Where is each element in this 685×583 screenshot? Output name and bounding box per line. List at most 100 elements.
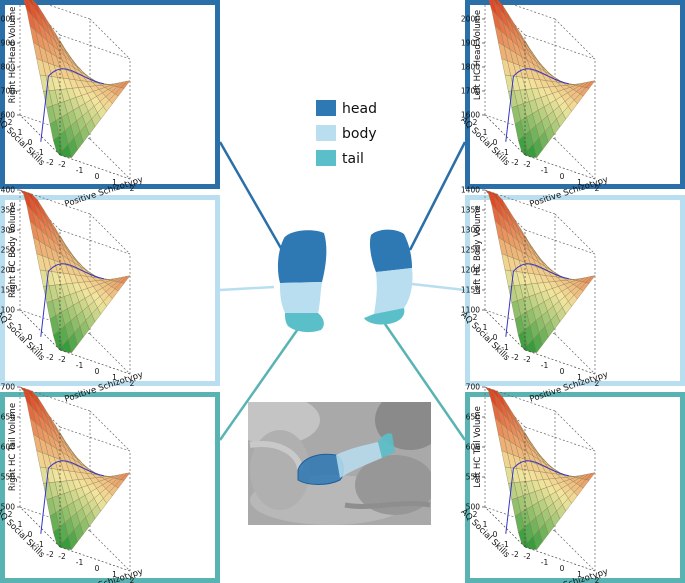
plot-box-edge bbox=[59, 546, 131, 572]
panel-frame-left-body bbox=[465, 195, 685, 386]
z-axis-label: Right HC Tail Volume bbox=[8, 403, 18, 491]
y-axis-label: AQ Social Skills bbox=[0, 507, 47, 560]
right-hippocampus-render bbox=[277, 230, 327, 333]
legend-label-body: body bbox=[342, 126, 377, 142]
plot-box-edge bbox=[19, 114, 61, 156]
x-tick-label: 2 bbox=[130, 184, 135, 193]
plot-box-edge bbox=[524, 34, 596, 60]
z-tick-label: 550 bbox=[1, 473, 16, 482]
x-tick-label: -1 bbox=[541, 166, 549, 175]
plot-box-edge bbox=[498, 0, 556, 20]
y-tick-label: -2 bbox=[511, 158, 519, 167]
x-tick-label: 2 bbox=[595, 184, 600, 193]
x-tick-label: -2 bbox=[523, 160, 531, 169]
x-tick-label: 2 bbox=[595, 576, 600, 583]
plot-box-edge bbox=[554, 333, 596, 375]
z-tick-label: 1150 bbox=[0, 286, 15, 295]
z-tick-label: 600 bbox=[1, 443, 16, 452]
plot-box-edge bbox=[484, 114, 526, 156]
legend-swatch-tail bbox=[316, 150, 336, 166]
fitted-curve bbox=[40, 68, 104, 142]
legend-label-head: head bbox=[342, 101, 377, 117]
z-tick-label: 1600 bbox=[0, 111, 15, 120]
legend-label-tail: tail bbox=[342, 151, 364, 167]
z-tick-label: 1300 bbox=[0, 226, 15, 235]
y-tick-label: -1 bbox=[501, 343, 509, 352]
x-tick-label: -2 bbox=[58, 160, 66, 169]
y-tick-label: 0 bbox=[28, 333, 33, 342]
z-tick-label: 1250 bbox=[0, 246, 15, 255]
plot-box-edge bbox=[89, 410, 131, 452]
fitted-curve bbox=[40, 460, 104, 534]
left-hippocampus-render bbox=[364, 229, 413, 325]
x-tick-label: -1 bbox=[76, 166, 84, 175]
plot-box-edge bbox=[554, 213, 596, 255]
y-tick-label: 2 bbox=[473, 313, 478, 322]
y-tick-label: 0 bbox=[493, 333, 498, 342]
z-tick-label: 1900 bbox=[461, 39, 480, 48]
y-tick-label: 1 bbox=[18, 128, 23, 137]
z-tick-label: 500 bbox=[1, 503, 16, 512]
plot-box-edge bbox=[484, 309, 526, 351]
x-tick-label: 0 bbox=[95, 367, 100, 376]
plot-box-edge bbox=[89, 333, 131, 375]
z-tick-label: 1800 bbox=[0, 63, 15, 72]
plot-box-edge bbox=[554, 138, 596, 180]
plot-box-edge bbox=[524, 349, 596, 375]
z-tick-label: 700 bbox=[1, 383, 16, 392]
z-axis-label: Right HC Body Volume bbox=[8, 202, 18, 298]
z-tick-label: 1200 bbox=[461, 266, 480, 275]
y-tick-label: -1 bbox=[501, 540, 509, 549]
y-tick-label: -1 bbox=[36, 148, 44, 157]
z-tick-label: 1150 bbox=[461, 286, 480, 295]
plot-box-edge bbox=[89, 213, 131, 255]
x-tick-label: -1 bbox=[76, 361, 84, 370]
z-axis-label: Left HC Tail Volume bbox=[473, 406, 483, 488]
fitted-curve bbox=[505, 263, 569, 337]
z-tick-label: 1250 bbox=[461, 246, 480, 255]
y-tick-label: -2 bbox=[46, 158, 54, 167]
plot-box-edge bbox=[554, 410, 596, 452]
z-tick-label: 700 bbox=[466, 383, 481, 392]
x-tick-label: -2 bbox=[58, 355, 66, 364]
x-tick-label: 2 bbox=[130, 576, 135, 583]
plot-box-edge bbox=[89, 530, 131, 572]
x-tick-label: 1 bbox=[112, 373, 117, 382]
fitted-curve bbox=[505, 68, 569, 142]
surface-facet bbox=[585, 80, 596, 89]
z-tick-label: 550 bbox=[466, 473, 481, 482]
x-tick-label: -1 bbox=[76, 558, 84, 567]
surface-facet bbox=[120, 472, 131, 481]
y-tick-label: 0 bbox=[28, 138, 33, 147]
y-tick-label: 0 bbox=[493, 138, 498, 147]
x-tick-label: -1 bbox=[541, 558, 549, 567]
z-tick-label: 1200 bbox=[0, 266, 15, 275]
y-tick-label: 1 bbox=[18, 520, 23, 529]
z-tick-label: 1300 bbox=[461, 226, 480, 235]
y-tick-label: 0 bbox=[493, 530, 498, 539]
z-tick-label: 1700 bbox=[461, 87, 480, 96]
x-tick-label: 0 bbox=[560, 367, 565, 376]
x-tick-label: 0 bbox=[560, 172, 565, 181]
y-tick-label: -2 bbox=[511, 353, 519, 362]
x-tick-label: 1 bbox=[577, 373, 582, 382]
x-tick-label: 2 bbox=[130, 379, 135, 388]
plot-box-edge bbox=[554, 18, 596, 60]
y-tick-label: -2 bbox=[511, 550, 519, 559]
plot-box-edge bbox=[554, 530, 596, 572]
y-tick-label: 2 bbox=[8, 313, 13, 322]
legend: head body tail bbox=[316, 100, 377, 167]
x-tick-label: -2 bbox=[523, 355, 531, 364]
plot-box-edge bbox=[19, 506, 61, 548]
plot-box-edge bbox=[59, 349, 131, 375]
y-tick-label: 2 bbox=[8, 510, 13, 519]
plot-right-body: 1400135013001250120011501100Right HC Bod… bbox=[0, 186, 144, 405]
plot-box-edge bbox=[59, 426, 131, 452]
connector-lines bbox=[218, 141, 467, 441]
z-tick-label: 1900 bbox=[0, 39, 15, 48]
z-tick-label: 1700 bbox=[0, 87, 15, 96]
y-tick-label: 2 bbox=[8, 118, 13, 127]
y-axis-label: AQ Social Skills bbox=[0, 310, 47, 363]
